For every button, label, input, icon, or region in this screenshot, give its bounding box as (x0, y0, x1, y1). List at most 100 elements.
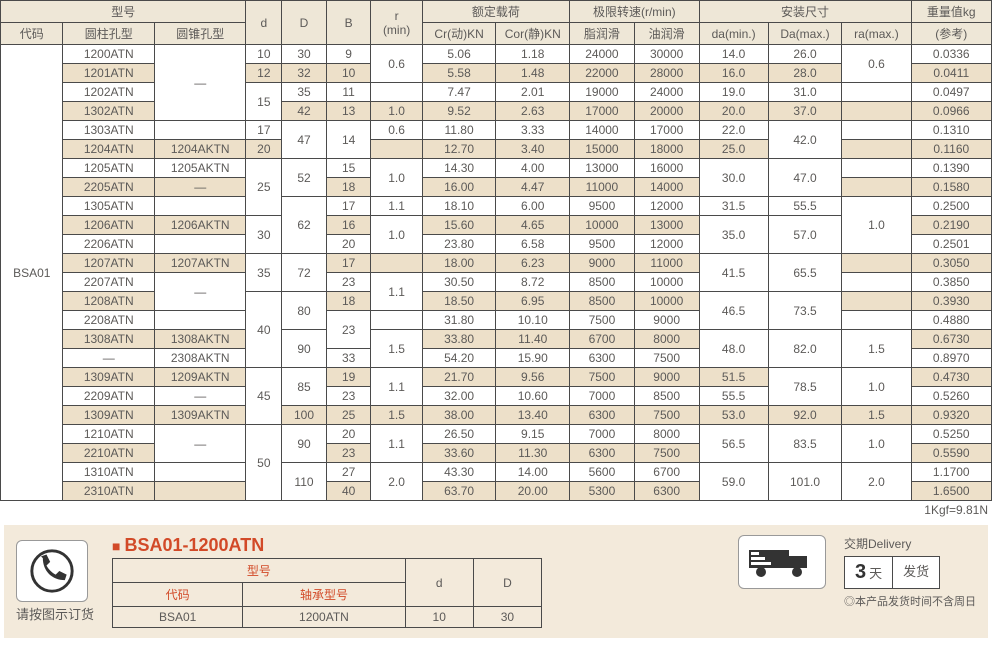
cell-cr: 16.00 (422, 178, 496, 197)
cell-B: 23 (326, 444, 371, 463)
cell-ra (842, 254, 911, 273)
cell-o: 7500 (634, 406, 699, 425)
cell-cor: 20.00 (496, 482, 570, 501)
cell-r: 0.6 (371, 121, 422, 140)
cell-d: 17 (246, 121, 282, 140)
cell-da: 14.0 (699, 45, 768, 64)
cell-con: 1207AKTN (154, 254, 246, 273)
table-row: 2208ATN2331.8010.10750090000.4880 (1, 311, 992, 330)
cell-g: 6700 (570, 330, 635, 349)
cell-ra (842, 102, 911, 121)
table-row: 1303ATN1747140.611.803.33140001700022.04… (1, 121, 992, 140)
mini-table: 型号 d D 代码 轴承型号 BSA01 1200ATN 10 30 (112, 558, 542, 628)
h-B: B (326, 1, 371, 45)
cell-D: 42 (282, 102, 327, 121)
cell-o: 28000 (634, 64, 699, 83)
footnote: 1Kgf=9.81N (0, 501, 992, 519)
cell-Da: 92.0 (768, 406, 842, 425)
cell-cor: 11.40 (496, 330, 570, 349)
table-row: 1308ATN1308AKTN901.533.8011.406700800048… (1, 330, 992, 349)
cell-d: 35 (246, 254, 282, 292)
cell-ra: 1.0 (842, 368, 911, 406)
h-cr: Cr(动)KN (422, 23, 496, 45)
h-weight: 重量值kg (911, 1, 991, 23)
cell-w: 0.3850 (911, 273, 991, 292)
cell-cyl: 1207ATN (63, 254, 155, 273)
table-row: 1309ATN1309AKTN100251.538.0013.406300750… (1, 406, 992, 425)
cell-cr: 32.00 (422, 387, 496, 406)
cell-con: — (154, 273, 246, 311)
cell-r: 1.0 (371, 102, 422, 121)
delivery-boxes: 3天 发货 (844, 556, 940, 589)
mini-h-bear: 轴承型号 (243, 583, 405, 607)
cell-w: 0.8970 (911, 349, 991, 368)
cell-cor: 14.00 (496, 463, 570, 482)
cell-B: 20 (326, 235, 371, 254)
cell-cr: 5.58 (422, 64, 496, 83)
cell-B: 17 (326, 197, 371, 216)
cell-o: 8000 (634, 330, 699, 349)
cell-cyl: 1204ATN (63, 140, 155, 159)
table-row: BSA011200ATN—103090.65.061.1824000300001… (1, 45, 992, 64)
cell-da: 56.5 (699, 425, 768, 463)
cell-cor: 6.58 (496, 235, 570, 254)
delivery-ship: 发货 (892, 556, 940, 589)
cell-cyl: 2210ATN (63, 444, 155, 463)
cell-g: 6300 (570, 444, 635, 463)
cell-da: 30.0 (699, 159, 768, 197)
cell-da: 20.0 (699, 102, 768, 121)
cell-o: 7500 (634, 349, 699, 368)
cell-D: 100 (282, 406, 327, 425)
cell-cor: 2.63 (496, 102, 570, 121)
h-cyl: 圆柱孔型 (63, 23, 155, 45)
cell-B: 13 (326, 102, 371, 121)
cell-d: 10 (246, 45, 282, 64)
cell-con (154, 482, 246, 501)
cell-D: 110 (282, 463, 327, 501)
cell-cor: 10.10 (496, 311, 570, 330)
cell-w: 0.9320 (911, 406, 991, 425)
cell-g: 22000 (570, 64, 635, 83)
table-row: 1207ATN1207AKTN35721718.006.239000110004… (1, 254, 992, 273)
cell-cr: 43.30 (422, 463, 496, 482)
cell-da: 35.0 (699, 216, 768, 254)
delivery-days: 3 (855, 561, 866, 584)
h-con: 圆锥孔型 (154, 23, 246, 45)
cell-B: 20 (326, 425, 371, 444)
table-row: 2207ATN—231.130.508.728500100000.3850 (1, 273, 992, 292)
cell-o: 24000 (634, 83, 699, 102)
h-d: d (246, 1, 282, 45)
cell-B: 33 (326, 349, 371, 368)
cell-B: 19 (326, 368, 371, 387)
cell-cyl: 1201ATN (63, 64, 155, 83)
mini-h-d: d (405, 559, 473, 607)
cell-con: 2308AKTN (154, 349, 246, 368)
cell-o: 13000 (634, 216, 699, 235)
cell-cr: 14.30 (422, 159, 496, 178)
cell-B: 40 (326, 482, 371, 501)
cell-cyl: 1202ATN (63, 83, 155, 102)
cell-cr: 33.80 (422, 330, 496, 349)
cell-cr: 12.70 (422, 140, 496, 159)
cell-r (371, 83, 422, 102)
cell-g: 7000 (570, 387, 635, 406)
cell-w: 0.4880 (911, 311, 991, 330)
cell-cyl: 2207ATN (63, 273, 155, 292)
cell-con: 1204AKTN (154, 140, 246, 159)
cell-r: 1.0 (371, 216, 422, 254)
cell-B: 11 (326, 83, 371, 102)
cell-w: 0.3930 (911, 292, 991, 311)
cell-cor: 6.23 (496, 254, 570, 273)
cell-g: 5300 (570, 482, 635, 501)
cell-cr: 63.70 (422, 482, 496, 501)
h-r: r(min) (371, 1, 422, 45)
cell-w: 0.0497 (911, 83, 991, 102)
cell-cr: 23.80 (422, 235, 496, 254)
table-row: 2205ATN—1816.004.4711000140000.1580 (1, 178, 992, 197)
table-row: 1302ATN42131.09.522.63170002000020.037.0… (1, 102, 992, 121)
cell-cor: 9.15 (496, 425, 570, 444)
cell-cyl: 1305ATN (63, 197, 155, 216)
cell-da: 46.5 (699, 292, 768, 330)
cell-o: 10000 (634, 273, 699, 292)
cell-cor: 13.40 (496, 406, 570, 425)
